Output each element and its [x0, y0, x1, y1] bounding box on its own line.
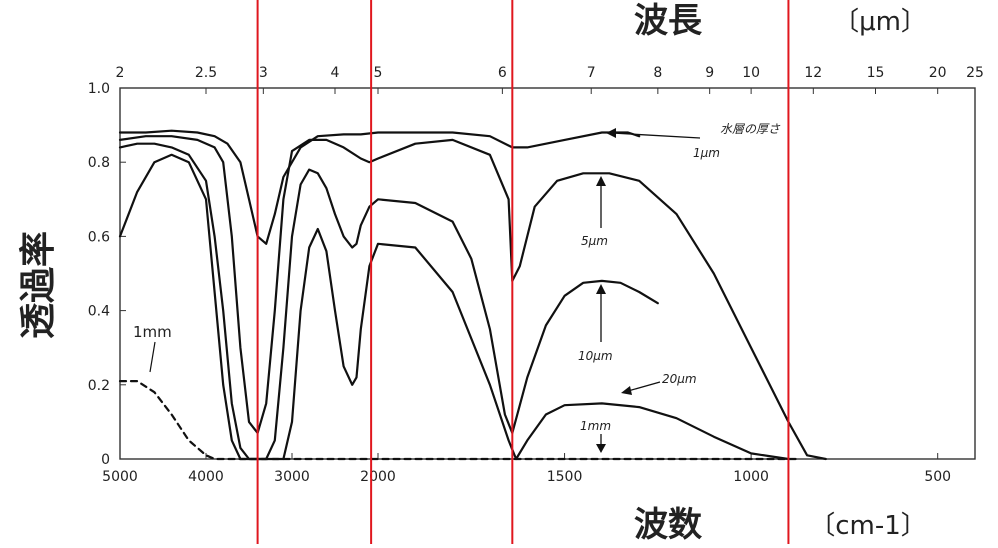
x-tick-label: 5000 — [102, 469, 138, 485]
top-tick-label: 15 — [867, 65, 885, 81]
y-tick-label: 0.8 — [88, 155, 110, 171]
label-1mm-left: 1mm — [133, 323, 172, 341]
legend-title: 水層の厚さ — [720, 122, 781, 136]
top-tick-label: 20 — [929, 65, 947, 81]
arrowhead-10um — [596, 284, 606, 294]
x-tick-label: 1500 — [547, 469, 583, 485]
top-tick-label: 9 — [705, 65, 714, 81]
top-tick-label: 10 — [742, 65, 760, 81]
top-tick-label: 6 — [498, 65, 507, 81]
top-tick-label: 7 — [587, 65, 596, 81]
top-tick-label: 5 — [374, 65, 383, 81]
series-1mm-line — [118, 380, 797, 461]
y-tick-label: 0.2 — [88, 378, 110, 394]
x-tick-label: 1000 — [733, 469, 769, 485]
arrow-20um — [627, 381, 661, 392]
top-tick-label: 12 — [804, 65, 822, 81]
arrowhead-1mm-right — [596, 444, 606, 453]
top-tick-label: 4 — [331, 65, 340, 81]
series-1m-line — [118, 129, 641, 245]
arrowhead-1um — [606, 128, 616, 138]
y-axis-title: 透過率 — [18, 231, 59, 339]
y-tick-label: 0.4 — [88, 304, 110, 320]
x-axis-title: 波数 — [634, 505, 702, 544]
series-20m-line — [118, 153, 790, 461]
y-tick-label: 0 — [101, 452, 110, 468]
label-5um: 5μm — [581, 234, 608, 248]
top-axis-title: 波長 — [634, 1, 703, 41]
top-tick-label: 2 — [116, 65, 125, 81]
arrowhead-20um — [621, 386, 632, 395]
arrow-1um — [611, 132, 701, 139]
x-tick-label: 500 — [924, 469, 951, 485]
series-layer — [118, 129, 827, 461]
x-tick-label: 2000 — [360, 469, 396, 485]
pointer-1mm-left — [149, 341, 156, 373]
top-tick-label: 3 — [259, 65, 268, 81]
label-1mm-right: 1mm — [580, 419, 611, 433]
arrowhead-5um — [596, 176, 606, 186]
annotations-layer: 水層の厚さ 1μm 5μm 10μm 20μm 1mm 1mm — [133, 122, 781, 453]
ticks-layer: 5000 4000 3000 2000 1500 1000 500 2 2.5 3 4 5 6 7 8 9 10… — [88, 65, 984, 485]
label-20um: 20μm — [662, 372, 697, 386]
x-tick-label: 4000 — [188, 469, 224, 485]
x-tick-label: 3000 — [274, 469, 310, 485]
top-axis-unit: 〔μm〕 — [833, 7, 927, 37]
x-axis-unit: 〔cm-1〕 — [809, 511, 927, 541]
reference-lines-layer — [256, 0, 790, 544]
label-1um: 1μm — [693, 146, 720, 160]
top-tick-label: 2.5 — [195, 65, 217, 81]
series-10m-line — [118, 142, 659, 461]
series-5m-line — [118, 135, 827, 461]
y-tick-label: 0.6 — [88, 229, 110, 245]
top-tick-label: 8 — [653, 65, 662, 81]
label-10um: 10μm — [578, 349, 613, 363]
y-tick-label: 1.0 — [88, 81, 110, 97]
top-tick-label: 25 — [966, 65, 984, 81]
